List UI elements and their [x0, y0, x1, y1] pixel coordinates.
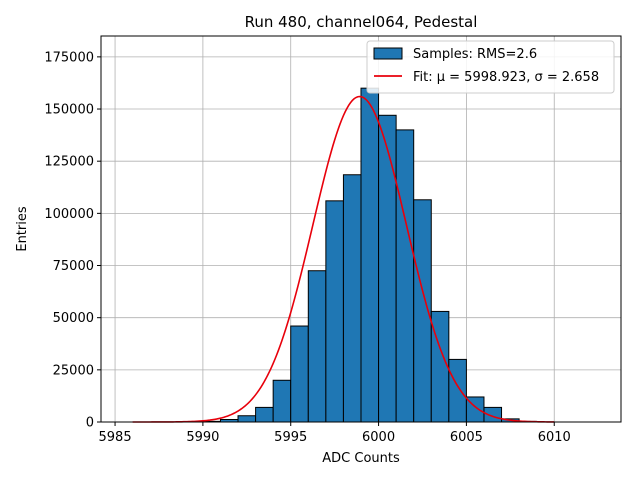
histogram-bar: [307, 270, 327, 423]
x-axis-label: ADC Counts: [322, 451, 400, 466]
x-tick-label: 6005: [450, 430, 483, 445]
x-tick-label: 5990: [186, 430, 219, 445]
histogram-bar: [342, 174, 362, 423]
fit-curve-group: [132, 95, 555, 423]
histogram-bar: [272, 379, 292, 423]
histogram-bar: [290, 325, 309, 423]
histogram-bar: [448, 358, 467, 423]
chart-title: Run 480, channel064, Pedestal: [245, 13, 478, 31]
plot-frame: [100, 35, 622, 423]
y-tick-label: 0: [86, 416, 94, 431]
legend-frame: [366, 40, 615, 94]
histogram-bar: [378, 114, 397, 423]
histogram-bar: [395, 129, 415, 423]
x-tick-label: 6000: [362, 430, 395, 445]
y-tick-label: 50000: [53, 311, 94, 326]
legend-label-fit: Fit: μ = 5998.923, σ = 2.658: [413, 70, 599, 85]
histogram-bar: [360, 87, 380, 423]
x-axis-ticks: 5985 5990 5995 6000 6005 6010: [99, 422, 571, 445]
fit-curve: [132, 95, 555, 423]
histogram-bar: [255, 406, 274, 423]
y-tick-label: 125000: [44, 155, 94, 170]
histogram-bar: [325, 200, 344, 423]
y-tick-label: 175000: [44, 50, 94, 65]
y-tick-label: 75000: [53, 259, 94, 274]
legend-label-samples: Samples: RMS=2.6: [413, 47, 537, 62]
legend: Samples: RMS=2.6 Fit: μ = 5998.923, σ = …: [366, 40, 615, 94]
histogram-bars: [202, 87, 538, 423]
x-tick-label: 6010: [538, 430, 571, 445]
y-tick-label: 25000: [53, 363, 94, 378]
legend-swatch-samples: [373, 47, 403, 60]
y-tick-label: 100000: [44, 207, 94, 222]
y-axis-ticks: 0 25000 50000 75000 100000 125000 150000 175000: [44, 50, 101, 431]
x-tick-label: 5985: [99, 430, 132, 445]
y-tick-label: 150000: [44, 103, 94, 118]
histogram-bar: [237, 415, 257, 423]
y-axis-label: Entries: [15, 206, 30, 252]
x-tick-label: 5995: [274, 430, 307, 445]
